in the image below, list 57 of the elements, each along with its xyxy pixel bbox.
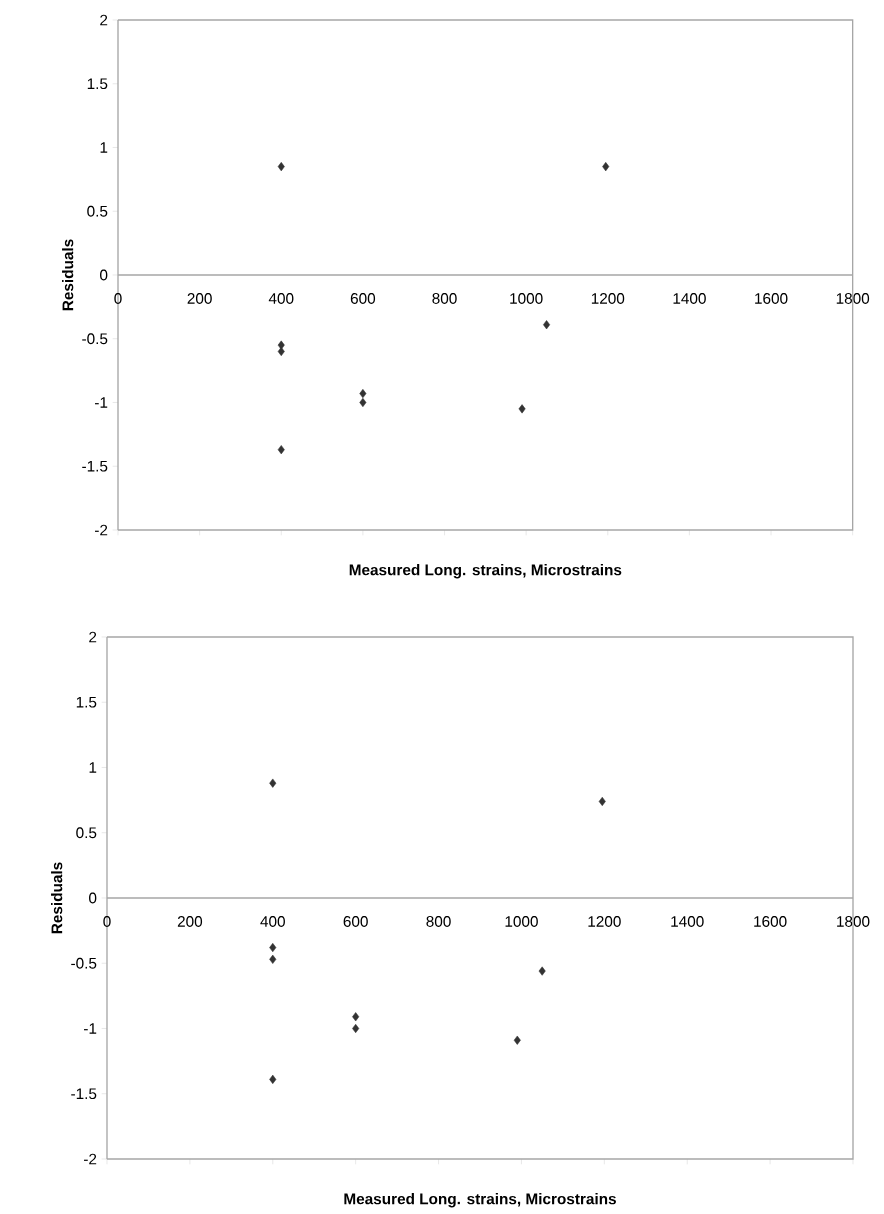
point [269, 954, 277, 964]
point [359, 397, 367, 408]
y-tick-label: 2 [89, 631, 97, 643]
point [543, 320, 551, 330]
x-tick-label: 0 [114, 293, 122, 304]
y-tick-label: 0.5 [76, 827, 97, 839]
y-axis-title: Residuals [51, 862, 63, 934]
x-tick-label: 1000 [510, 293, 543, 304]
x-tick-label: 1800 [836, 293, 870, 304]
x-tick-label: 1800 [837, 916, 870, 927]
x-tick-label: 800 [426, 916, 451, 927]
x-tick-label: 1000 [505, 916, 538, 927]
point [513, 1035, 521, 1045]
x-tick-label: 200 [187, 293, 212, 304]
x-tick-label: 1400 [671, 916, 704, 927]
x-tick-label: 1200 [591, 293, 625, 304]
y-tick-label: 2 [100, 14, 108, 26]
x-tick-label: 400 [268, 293, 294, 304]
x-tick-label: 1400 [673, 293, 706, 304]
y-tick-label: -1 [84, 1023, 97, 1034]
y-tick-label: 1.5 [87, 78, 108, 90]
x-tick-label: 600 [350, 293, 376, 304]
y-tick-label: -0.5 [82, 333, 108, 345]
point [269, 943, 277, 953]
x-tick-label: 800 [432, 293, 457, 304]
point [598, 796, 606, 806]
point [602, 162, 610, 172]
y-tick-label: 0.5 [87, 205, 108, 217]
x-axis-title: Measured Long. strains, Microstrains [349, 564, 622, 579]
x-tick-label: 1600 [755, 293, 788, 304]
y-tick-label: 1.5 [76, 696, 97, 708]
point [352, 1012, 360, 1022]
y-tick-label: 0 [100, 269, 108, 281]
y-tick-label: -1.5 [82, 460, 108, 472]
y-tick-label: 1 [89, 762, 97, 773]
point [269, 1074, 277, 1084]
x-tick-label: 400 [260, 916, 285, 927]
x-tick-label: 1600 [754, 916, 787, 927]
point [352, 1023, 360, 1034]
y-tick-label: -1.5 [71, 1088, 97, 1100]
y-axis-title: Residuals [62, 239, 74, 311]
x-tick-label: 200 [177, 916, 203, 927]
point [277, 445, 285, 455]
y-tick-label: -2 [95, 524, 108, 536]
y-tick-label: -1 [95, 397, 108, 408]
point [518, 404, 526, 414]
point [277, 162, 285, 172]
y-tick-label: -0.5 [71, 957, 97, 969]
x-tick-label: 600 [343, 916, 368, 927]
point [538, 966, 546, 976]
x-tick-label: 1200 [588, 916, 621, 927]
y-tick-label: 0 [89, 892, 97, 904]
point [359, 389, 367, 399]
y-tick-label: -2 [84, 1153, 97, 1165]
y-tick-label: 1 [100, 142, 108, 153]
point [269, 778, 277, 788]
x-axis-title: Measured Long. strains, Microstrains [344, 1193, 616, 1208]
